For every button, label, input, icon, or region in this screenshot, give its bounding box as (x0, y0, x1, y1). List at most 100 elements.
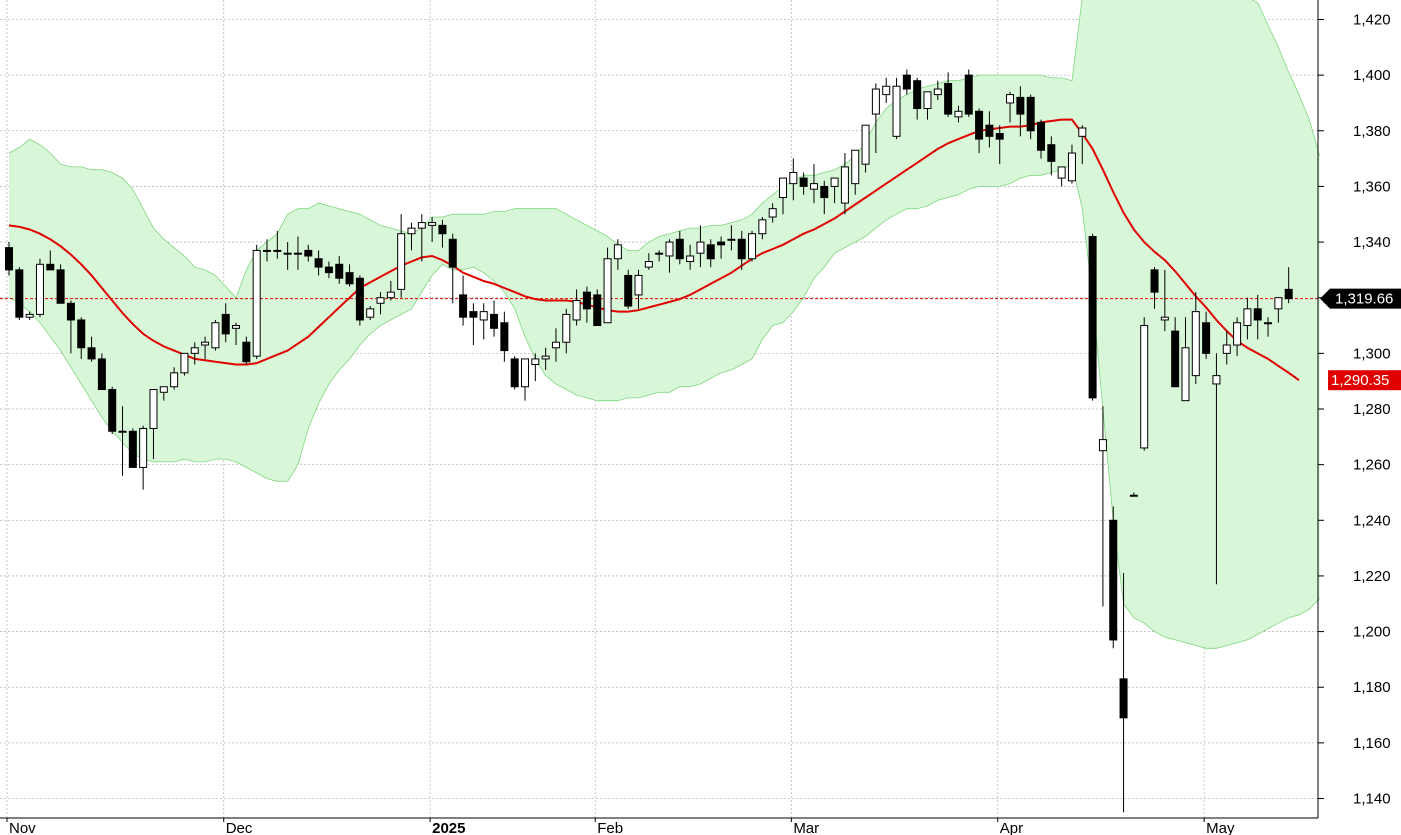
candle-body-up (696, 241, 705, 254)
candle (840, 153, 849, 215)
candle-body-down (304, 249, 313, 257)
candle-body-down (624, 274, 633, 307)
candle-body-up (871, 88, 880, 115)
x-tick-label: Dec (226, 820, 253, 835)
candle (892, 77, 901, 140)
candle (232, 322, 241, 346)
candle-body-up (1233, 322, 1242, 346)
candle-body-up (748, 233, 757, 260)
candle-body-down (799, 177, 808, 187)
candle-body-down (56, 269, 65, 304)
candle (1119, 573, 1128, 813)
last-price-label: 1,319.66 (1335, 291, 1393, 308)
candle-body-up (933, 88, 942, 96)
candle (995, 125, 1004, 165)
candle (1171, 317, 1180, 388)
candle-body-down (490, 313, 499, 329)
candle (77, 317, 86, 359)
candle (252, 244, 261, 359)
candle-body-down (242, 341, 251, 363)
candle-body-up (428, 222, 437, 226)
candle (118, 406, 127, 476)
candle (779, 177, 787, 215)
candle (190, 342, 199, 365)
y-tick-label: 1,400 (1353, 67, 1391, 84)
ma-price-label: 1,290.35 (1331, 372, 1389, 389)
candle (97, 353, 106, 391)
y-tick-label: 1,160 (1353, 735, 1391, 752)
candle-body-down (66, 302, 75, 321)
candle-body-up (1129, 494, 1138, 497)
candle-body-up (190, 347, 199, 354)
candle (159, 386, 168, 401)
candle (1243, 297, 1252, 340)
candle-body-up (1160, 316, 1169, 321)
candle-body-down (46, 263, 55, 271)
candle (541, 347, 550, 371)
candle (417, 214, 426, 262)
candle-body-up (768, 208, 777, 218)
candle-body-up (180, 352, 189, 374)
candle (128, 428, 137, 468)
candle (624, 269, 633, 309)
candle (820, 180, 829, 215)
candle (613, 239, 622, 270)
band-upper-line (8, 0, 1320, 299)
candle-body-up (479, 311, 488, 321)
y-tick-label: 1,140 (1353, 791, 1391, 808)
candle (304, 244, 313, 262)
x-axis-ticks: Nov Dec 2025 Feb Mar Apr May (6, 818, 1235, 835)
candle-body-up (665, 241, 674, 257)
candle (1222, 331, 1231, 365)
candle-body-down (221, 313, 230, 335)
candle (448, 233, 457, 304)
candle-body-up (1222, 344, 1231, 354)
candle (1057, 166, 1066, 187)
candle (407, 222, 416, 251)
candle-body-up (686, 255, 695, 263)
candle-body-down (913, 80, 922, 110)
candle (706, 239, 715, 268)
candle (665, 239, 674, 273)
candle (345, 264, 354, 287)
candle-body-up (1212, 375, 1221, 385)
candle-body-down (582, 291, 591, 310)
candle (314, 250, 323, 276)
y-tick-label: 1,180 (1353, 679, 1391, 696)
candle-body-up (531, 358, 540, 365)
candle (809, 164, 818, 204)
candle-body-up (644, 261, 653, 268)
y-tick-label: 1,260 (1353, 457, 1391, 474)
candle (954, 105, 963, 123)
candle (1160, 269, 1169, 332)
candle-body-down (500, 322, 509, 352)
candle-body-down (77, 319, 86, 349)
candle-body-down (706, 244, 715, 260)
candle-body-down (1171, 330, 1180, 388)
candle (1264, 317, 1273, 337)
candle (1274, 297, 1283, 323)
candle-body-down (108, 389, 117, 432)
candle-body-up (170, 372, 179, 388)
candle (644, 253, 653, 270)
candle (386, 281, 395, 301)
band-lower-line (8, 163, 1320, 649)
candle (1253, 294, 1262, 340)
candle-body-up (1274, 297, 1283, 310)
candle (180, 352, 189, 376)
candle-body-up (882, 85, 891, 96)
x-tick-label: Apr (1000, 820, 1023, 835)
candle (789, 158, 798, 201)
candle (727, 225, 736, 251)
candle (1140, 317, 1149, 451)
candle-body-down (1150, 269, 1159, 293)
candle (717, 236, 726, 259)
candle-body-up (211, 322, 220, 349)
candle (675, 230, 684, 265)
y-tick-label: 1,360 (1353, 178, 1391, 195)
candle-body-down (355, 277, 364, 321)
candle (1006, 91, 1015, 123)
candle (1078, 125, 1087, 165)
candle-body-up (407, 227, 416, 235)
y-tick-label: 1,200 (1353, 624, 1391, 641)
